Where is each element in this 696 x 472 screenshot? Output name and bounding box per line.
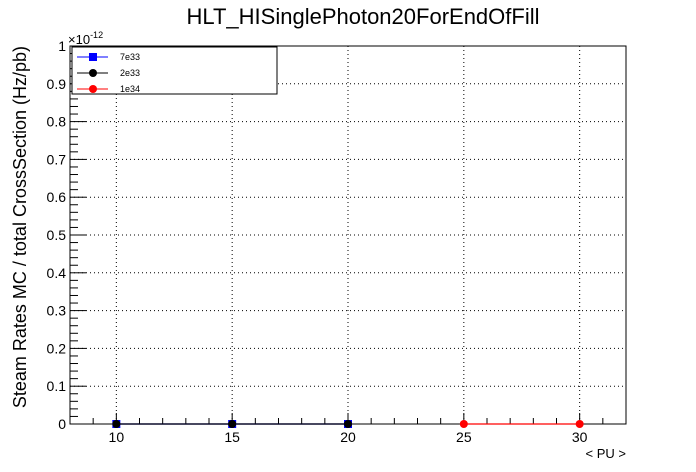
data-point-1e34 [575,420,584,428]
y-tick-label: 0.6 [47,189,67,205]
y-tick-label: 0.5 [47,227,67,243]
data-point-2e33 [112,420,121,428]
y-tick-label: 0.9 [47,76,67,92]
legend: 7e33 2e33 1e34 [71,46,278,95]
y-axis-exponent: ×10-12 [68,30,103,47]
y-tick-label: 0.7 [47,151,67,167]
y-tick-labels: 0 0.1 0.2 0.3 0.4 0.5 0.6 0.7 0.8 0.9 1 [47,38,67,432]
grid-lines [70,46,626,424]
legend-label-1e34: 1e34 [120,84,140,94]
y-tick-label: 0.1 [47,378,67,394]
y-tick-label: 1 [58,38,66,54]
y-tick-label: 0.8 [47,114,67,130]
legend-label-7e33: 7e33 [120,52,140,62]
x-tick-label: 10 [109,429,125,445]
legend-marker-1e34 [89,85,97,93]
x-tick-label: 30 [572,429,588,445]
legend-marker-7e33 [89,53,97,61]
x-axis-label: < PU > [586,446,626,461]
x-tick-label: 25 [456,429,472,445]
legend-label-2e33: 2e33 [120,68,140,78]
y-tick-label: 0.4 [47,265,67,281]
legend-marker-2e33 [89,69,97,77]
data-point-2e33 [344,420,352,428]
legend-box [71,46,278,95]
x-tick-label: 20 [340,429,356,445]
data-point-2e33 [228,420,237,428]
y-tick-label: 0.3 [47,303,67,319]
data-series [112,420,584,428]
y-axis-label: Steam Rates MC / total CrossSection (Hz/… [10,46,30,408]
chart-title: HLT_HISinglePhoton20ForEndOfFill [187,4,540,29]
x-tick-label: 15 [224,429,240,445]
x-tick-labels: 10 15 20 25 30 [109,429,588,445]
data-point-1e34 [459,420,468,428]
y-tick-label: 0 [58,416,66,432]
y-tick-label: 0.2 [47,340,67,356]
